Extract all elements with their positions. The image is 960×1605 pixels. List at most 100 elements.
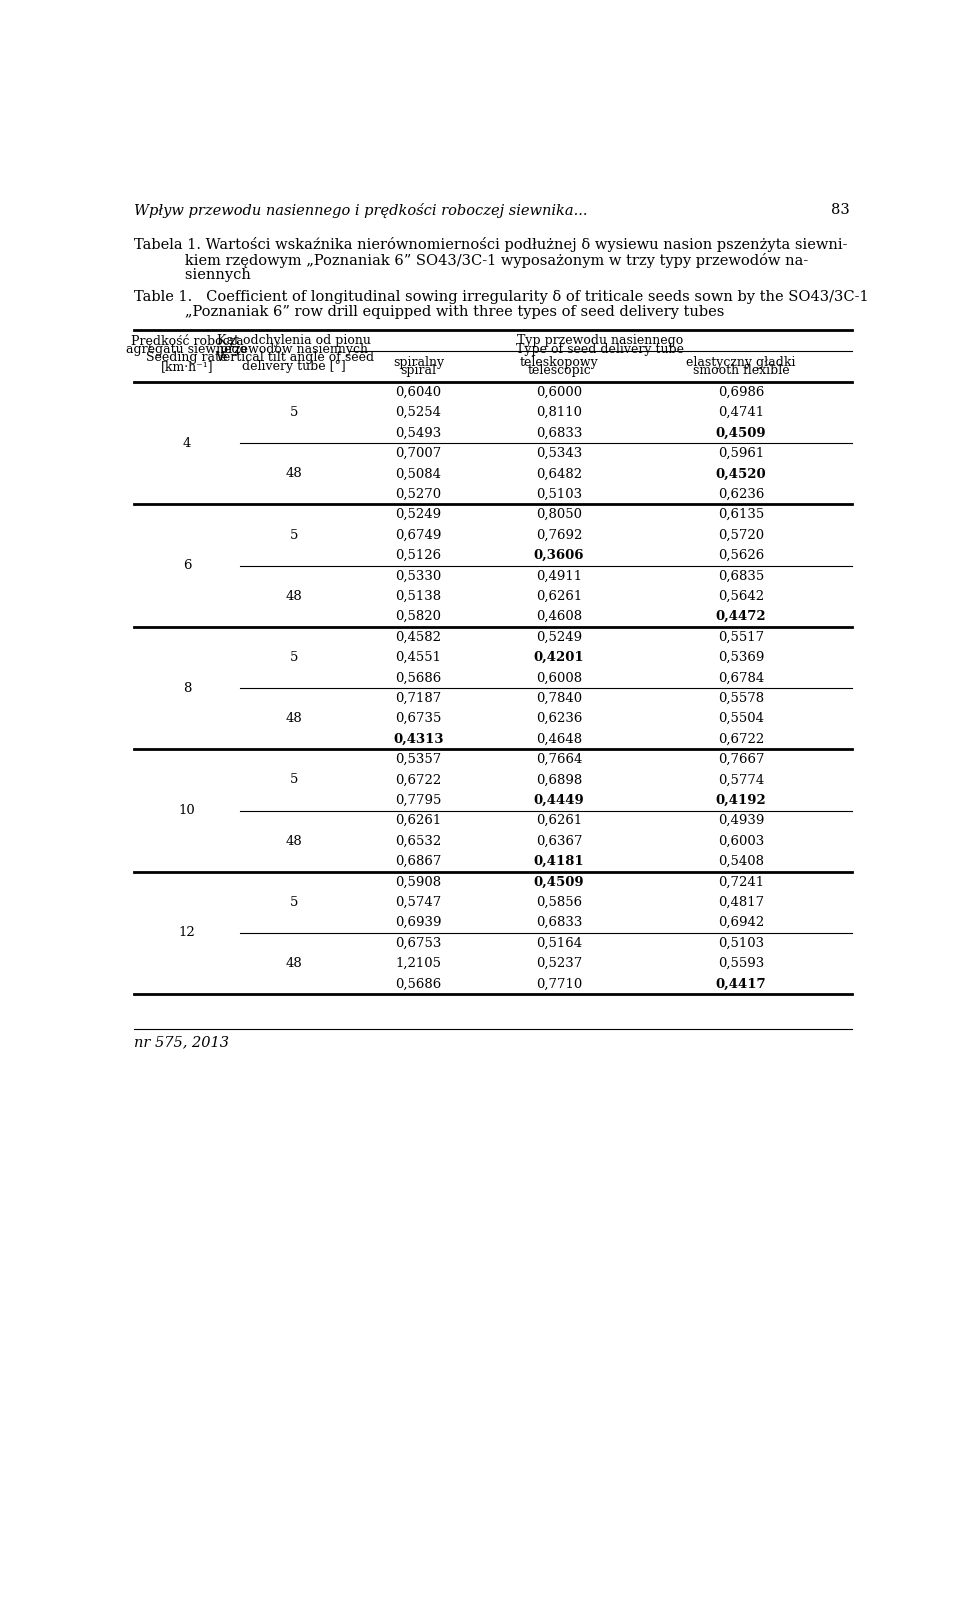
Text: 0,4313: 0,4313 bbox=[394, 732, 444, 746]
Text: 0,7007: 0,7007 bbox=[396, 446, 442, 461]
Text: 0,7667: 0,7667 bbox=[718, 753, 764, 766]
Text: agregatu siewnego: agregatu siewnego bbox=[127, 343, 248, 356]
Text: 0,5908: 0,5908 bbox=[396, 875, 442, 889]
Text: 0,6835: 0,6835 bbox=[718, 570, 764, 583]
Text: 0,5686: 0,5686 bbox=[396, 671, 442, 684]
Text: 0,4911: 0,4911 bbox=[536, 570, 582, 583]
Text: Seeding rate: Seeding rate bbox=[146, 351, 228, 364]
Text: 0,5369: 0,5369 bbox=[718, 652, 764, 664]
Text: 10: 10 bbox=[179, 804, 196, 817]
Text: 0,5408: 0,5408 bbox=[718, 855, 764, 868]
Text: 0,5686: 0,5686 bbox=[396, 977, 442, 990]
Text: 0,6722: 0,6722 bbox=[718, 732, 764, 746]
Text: 0,5493: 0,5493 bbox=[396, 427, 442, 440]
Text: 0,6135: 0,6135 bbox=[718, 509, 764, 522]
Text: 83: 83 bbox=[831, 204, 850, 217]
Text: Vertical tilt angle of seed: Vertical tilt angle of seed bbox=[215, 351, 374, 364]
Text: spiral: spiral bbox=[400, 364, 437, 377]
Text: 0,6236: 0,6236 bbox=[718, 488, 764, 501]
Text: 48: 48 bbox=[286, 589, 302, 603]
Text: 0,4648: 0,4648 bbox=[536, 732, 582, 746]
Text: 0,4582: 0,4582 bbox=[396, 631, 442, 644]
Text: 5: 5 bbox=[290, 774, 299, 786]
Text: 0,5774: 0,5774 bbox=[718, 774, 764, 786]
Text: [km·h⁻¹]: [km·h⁻¹] bbox=[160, 360, 213, 372]
Text: 0,5103: 0,5103 bbox=[536, 488, 582, 501]
Text: Kąt odchylenia od pionu: Kąt odchylenia od pionu bbox=[217, 334, 372, 347]
Text: 5: 5 bbox=[290, 652, 299, 664]
Text: 0,6784: 0,6784 bbox=[718, 671, 764, 684]
Text: 0,5103: 0,5103 bbox=[718, 937, 764, 950]
Text: Wpływ przewodu nasiennego i prędkości roboczej siewnika...: Wpływ przewodu nasiennego i prędkości ro… bbox=[134, 204, 588, 218]
Text: 0,3606: 0,3606 bbox=[534, 549, 585, 562]
Text: 0,6867: 0,6867 bbox=[396, 855, 442, 868]
Text: 0,4201: 0,4201 bbox=[534, 652, 585, 664]
Text: 0,6833: 0,6833 bbox=[536, 916, 582, 929]
Text: 48: 48 bbox=[286, 467, 302, 480]
Text: siennych: siennych bbox=[134, 268, 251, 282]
Text: 0,5254: 0,5254 bbox=[396, 406, 442, 419]
Text: 0,6898: 0,6898 bbox=[536, 774, 582, 786]
Text: nr 575, 2013: nr 575, 2013 bbox=[134, 1035, 228, 1050]
Text: 0,5720: 0,5720 bbox=[718, 528, 764, 541]
Text: 0,6261: 0,6261 bbox=[536, 814, 582, 827]
Text: 0,4181: 0,4181 bbox=[534, 855, 585, 868]
Text: 0,5747: 0,5747 bbox=[396, 896, 442, 908]
Text: 0,6008: 0,6008 bbox=[536, 671, 582, 684]
Text: 0,5164: 0,5164 bbox=[536, 937, 582, 950]
Text: 0,4608: 0,4608 bbox=[536, 610, 582, 623]
Text: 0,7664: 0,7664 bbox=[536, 753, 582, 766]
Text: 0,5820: 0,5820 bbox=[396, 610, 442, 623]
Text: 0,5126: 0,5126 bbox=[396, 549, 442, 562]
Text: 0,6939: 0,6939 bbox=[396, 916, 442, 929]
Text: kiem rzędowym „Poznaniak 6” SO43/3C-1 wyposażonym w trzy typy przewodów na-: kiem rzędowym „Poznaniak 6” SO43/3C-1 wy… bbox=[134, 252, 808, 268]
Text: 0,8050: 0,8050 bbox=[536, 509, 582, 522]
Text: 48: 48 bbox=[286, 835, 302, 847]
Text: 0,5517: 0,5517 bbox=[718, 631, 764, 644]
Text: 0,6986: 0,6986 bbox=[718, 385, 764, 398]
Text: 0,5138: 0,5138 bbox=[396, 589, 442, 603]
Text: 0,5856: 0,5856 bbox=[536, 896, 582, 908]
Text: 48: 48 bbox=[286, 713, 302, 725]
Text: 5: 5 bbox=[290, 528, 299, 541]
Text: 0,5249: 0,5249 bbox=[396, 509, 442, 522]
Text: 0,7840: 0,7840 bbox=[536, 692, 582, 705]
Text: 0,4551: 0,4551 bbox=[396, 652, 442, 664]
Text: 0,5084: 0,5084 bbox=[396, 467, 442, 480]
Text: 12: 12 bbox=[179, 926, 196, 939]
Text: 0,5578: 0,5578 bbox=[718, 692, 764, 705]
Text: 0,4472: 0,4472 bbox=[716, 610, 766, 623]
Text: 0,4939: 0,4939 bbox=[718, 814, 764, 827]
Text: 1,2105: 1,2105 bbox=[396, 957, 442, 969]
Text: 0,6753: 0,6753 bbox=[396, 937, 442, 950]
Text: 0,8110: 0,8110 bbox=[536, 406, 582, 419]
Text: „Poznaniak 6” row drill equipped with three types of seed delivery tubes: „Poznaniak 6” row drill equipped with th… bbox=[134, 305, 725, 319]
Text: 0,5357: 0,5357 bbox=[396, 753, 442, 766]
Text: 0,4192: 0,4192 bbox=[716, 794, 766, 807]
Text: 0,6833: 0,6833 bbox=[536, 427, 582, 440]
Text: 0,7692: 0,7692 bbox=[536, 528, 582, 541]
Text: 0,4417: 0,4417 bbox=[716, 977, 766, 990]
Text: Typ przewodu nasiennego: Typ przewodu nasiennego bbox=[517, 334, 684, 347]
Text: 48: 48 bbox=[286, 957, 302, 969]
Text: 0,6261: 0,6261 bbox=[396, 814, 442, 827]
Text: elastyczny gładki: elastyczny gładki bbox=[686, 356, 796, 369]
Text: smooth flexible: smooth flexible bbox=[693, 364, 789, 377]
Text: 0,7241: 0,7241 bbox=[718, 875, 764, 889]
Text: 0,5593: 0,5593 bbox=[718, 957, 764, 969]
Text: 0,4509: 0,4509 bbox=[534, 875, 585, 889]
Text: 0,6040: 0,6040 bbox=[396, 385, 442, 398]
Text: 0,4520: 0,4520 bbox=[716, 467, 766, 480]
Text: 0,6482: 0,6482 bbox=[536, 467, 582, 480]
Text: 0,7795: 0,7795 bbox=[396, 794, 442, 807]
Text: 0,6532: 0,6532 bbox=[396, 835, 442, 847]
Text: 0,6000: 0,6000 bbox=[536, 385, 582, 398]
Text: teleskopowy: teleskopowy bbox=[519, 356, 598, 369]
Text: 0,6749: 0,6749 bbox=[396, 528, 442, 541]
Text: 4: 4 bbox=[182, 437, 191, 449]
Text: 0,6367: 0,6367 bbox=[536, 835, 583, 847]
Text: przewodów nasiennych: przewodów nasiennych bbox=[221, 343, 369, 356]
Text: 8: 8 bbox=[182, 682, 191, 695]
Text: 0,5249: 0,5249 bbox=[536, 631, 582, 644]
Text: 0,5504: 0,5504 bbox=[718, 713, 764, 725]
